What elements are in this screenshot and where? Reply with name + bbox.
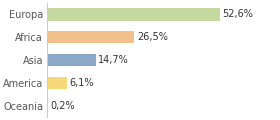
- Bar: [47, 31, 134, 43]
- Text: 52,6%: 52,6%: [223, 9, 254, 19]
- Text: 6,1%: 6,1%: [70, 78, 94, 88]
- Bar: [47, 77, 67, 89]
- Bar: [47, 8, 220, 21]
- Bar: [47, 99, 48, 112]
- Text: 0,2%: 0,2%: [50, 101, 75, 111]
- Text: 26,5%: 26,5%: [137, 32, 168, 42]
- Bar: [47, 54, 95, 66]
- Text: 14,7%: 14,7%: [98, 55, 129, 65]
